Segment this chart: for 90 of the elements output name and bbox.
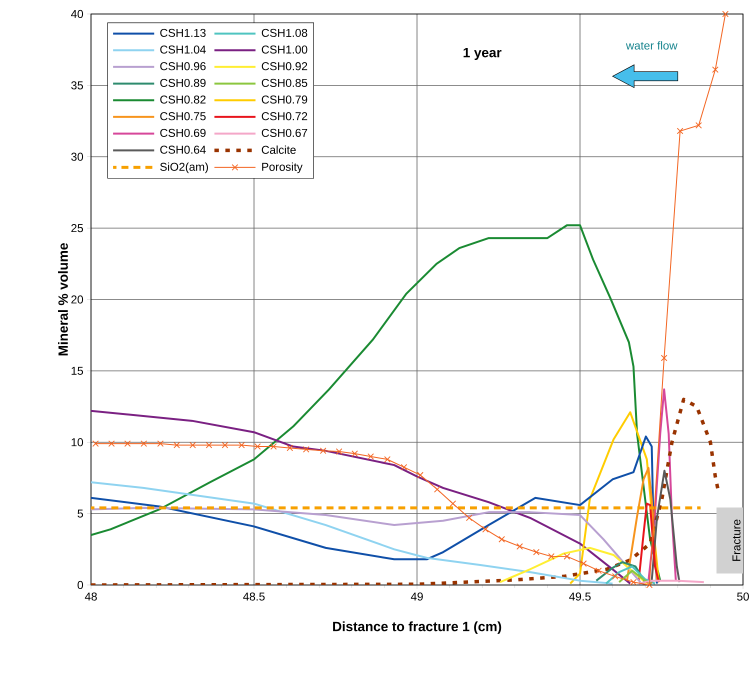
point (533, 548, 540, 556)
point (580, 560, 587, 567)
point (612, 573, 618, 580)
line-series (91, 398, 720, 585)
point (238, 442, 245, 448)
legend-label: Porosity (262, 162, 303, 174)
y-tick-label: 30 (71, 152, 84, 161)
line-series (647, 388, 677, 582)
legend-label: CSH0.64 (160, 146, 206, 154)
point (660, 354, 668, 362)
line-series (638, 502, 660, 584)
annotation: 1 year (464, 48, 502, 60)
y-tick-label: 35 (71, 81, 84, 90)
legend-label: CSH1.04 (160, 45, 206, 54)
point (400, 464, 408, 470)
point (595, 567, 602, 574)
annotation: Fracture (732, 520, 740, 561)
y-tick-label: 40 (71, 10, 84, 18)
point (189, 442, 196, 448)
point (157, 440, 164, 447)
legend-label: CSH0.79 (262, 95, 308, 104)
point (140, 440, 148, 447)
point (336, 448, 342, 455)
point (695, 122, 702, 129)
annotation: water flow (626, 41, 678, 50)
point (320, 448, 326, 454)
line-series (595, 561, 646, 584)
point (124, 440, 131, 447)
point (434, 486, 440, 493)
x-tick-label: 48 (84, 592, 97, 601)
legend-label: CSH1.00 (262, 45, 308, 54)
y-axis-title: Mineral % volume (58, 243, 68, 356)
x-tick-label: 48.5 (243, 592, 265, 601)
point (516, 543, 523, 550)
legend-label: CSH0.67 (262, 128, 308, 137)
y-tick-label: 5 (78, 510, 84, 518)
y-tick-label: 20 (71, 295, 84, 304)
point (384, 456, 391, 463)
legend-label: CSH0.96 (160, 62, 206, 70)
line-series (91, 436, 658, 585)
y-tick-label: 25 (71, 224, 84, 232)
point (466, 514, 472, 522)
line-series (605, 565, 656, 585)
legend-label: CSH1.08 (262, 28, 308, 37)
legend-label: CSH0.75 (160, 112, 206, 120)
line-series (618, 570, 653, 585)
point (173, 442, 180, 448)
point (286, 444, 294, 452)
legend-label: CSH0.82 (160, 95, 206, 104)
point (417, 472, 424, 478)
y-tick-label: 0 (78, 580, 84, 590)
point (564, 553, 570, 560)
point (222, 442, 228, 448)
line-series (91, 410, 632, 585)
point (498, 536, 506, 543)
point (712, 66, 719, 73)
legend-label: CSH0.92 (262, 62, 308, 70)
point (367, 453, 374, 460)
point (108, 440, 115, 447)
point (548, 553, 555, 560)
line-series (626, 466, 658, 582)
x-tick-label: 50 (737, 592, 749, 601)
x-tick-label: 49 (410, 592, 423, 601)
point (302, 446, 310, 453)
point (676, 128, 684, 134)
legend-label: Calcite (262, 146, 296, 154)
point (254, 443, 261, 450)
legend-label: SiO2(am) (160, 162, 208, 174)
point (646, 582, 653, 588)
point (630, 578, 637, 586)
line-series (499, 546, 648, 585)
y-tick-label: 15 (72, 366, 84, 375)
point (270, 443, 277, 450)
point (206, 442, 212, 448)
legend-label: CSH0.89 (160, 78, 206, 87)
point (92, 440, 99, 447)
legend-label: CSH0.85 (262, 78, 308, 87)
x-tick-label: 49.5 (569, 592, 591, 601)
point (351, 450, 358, 457)
line-series (91, 481, 614, 585)
point (450, 500, 456, 507)
point (722, 10, 729, 18)
y-tick-label: 10 (72, 438, 84, 446)
legend-label: CSH0.69 (160, 128, 206, 137)
legend-label: CSH1.13 (160, 28, 206, 37)
line-series (91, 506, 642, 584)
point (482, 526, 489, 533)
line-series (91, 224, 662, 582)
legend-label: CSH0.72 (262, 112, 308, 120)
x-axis-title: Distance to fracture 1 (cm) (333, 621, 502, 634)
